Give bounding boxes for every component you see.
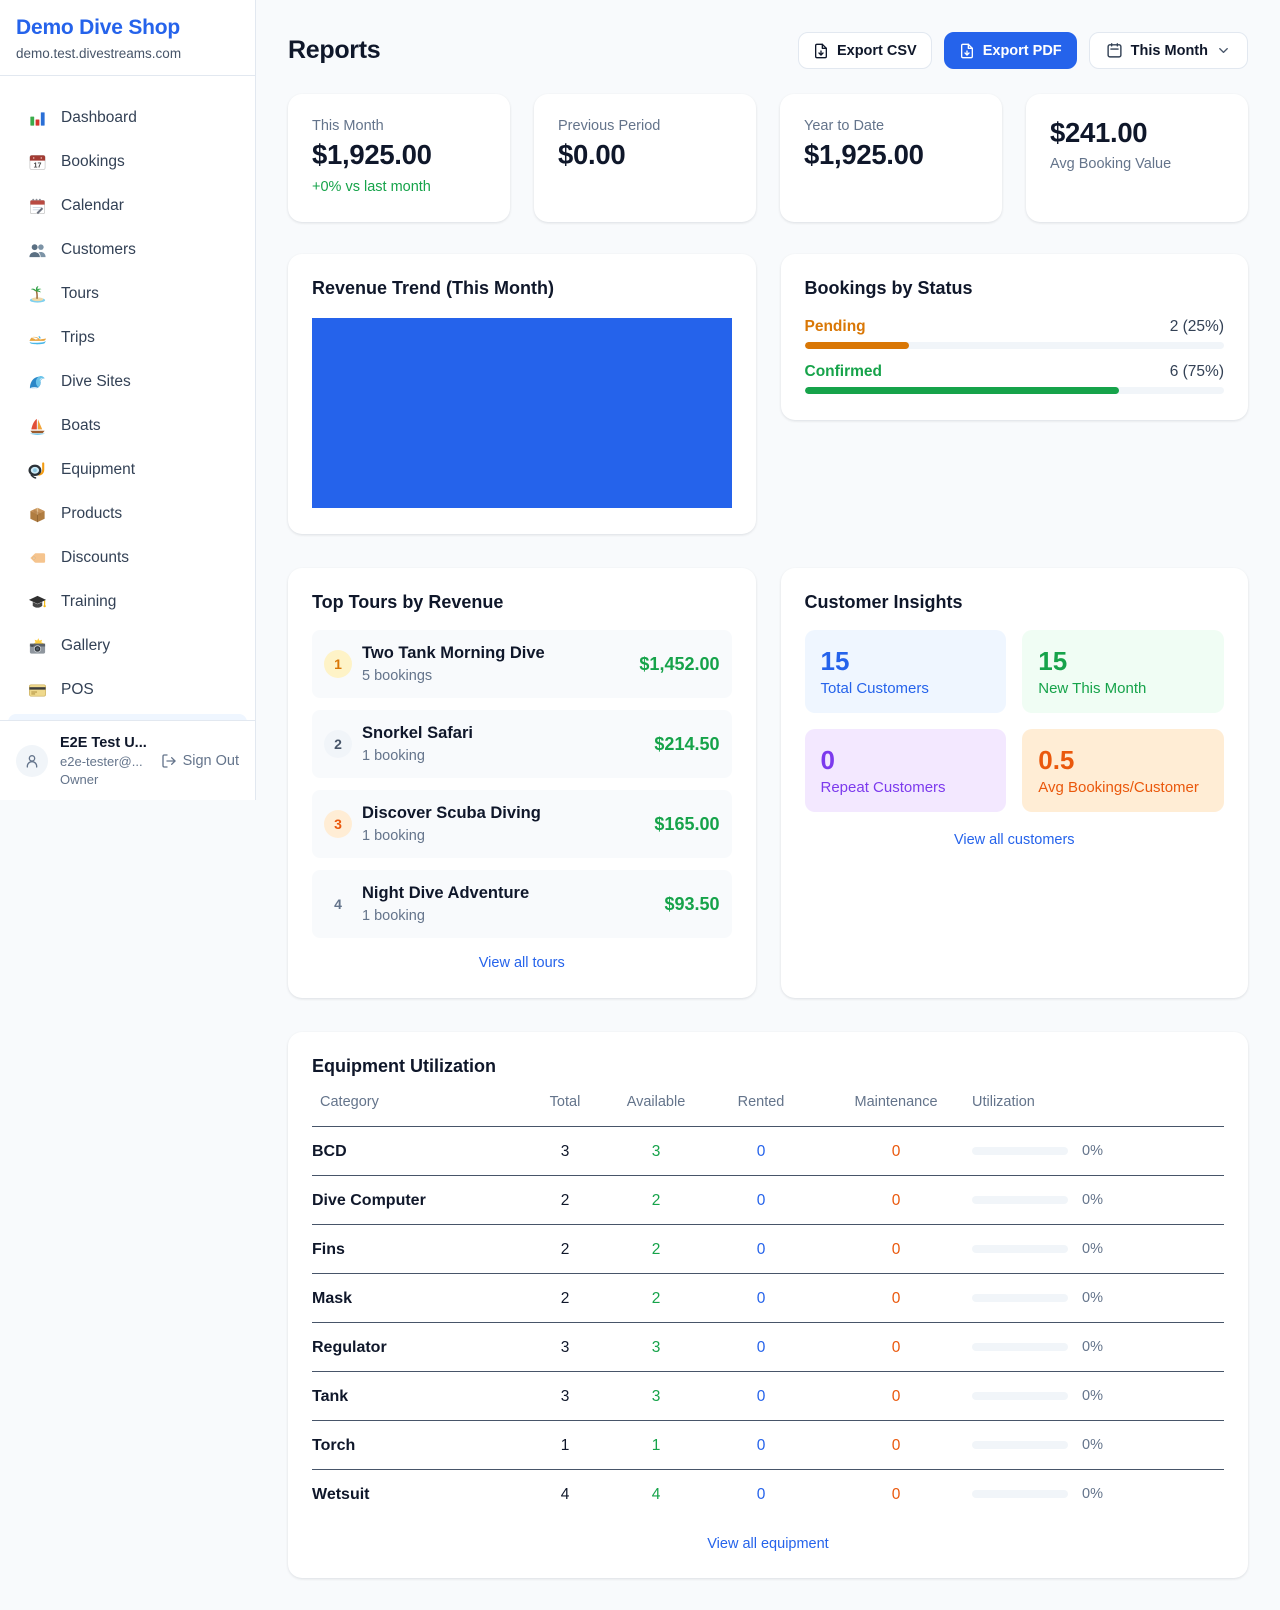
svg-text:17: 17 [34, 161, 42, 169]
